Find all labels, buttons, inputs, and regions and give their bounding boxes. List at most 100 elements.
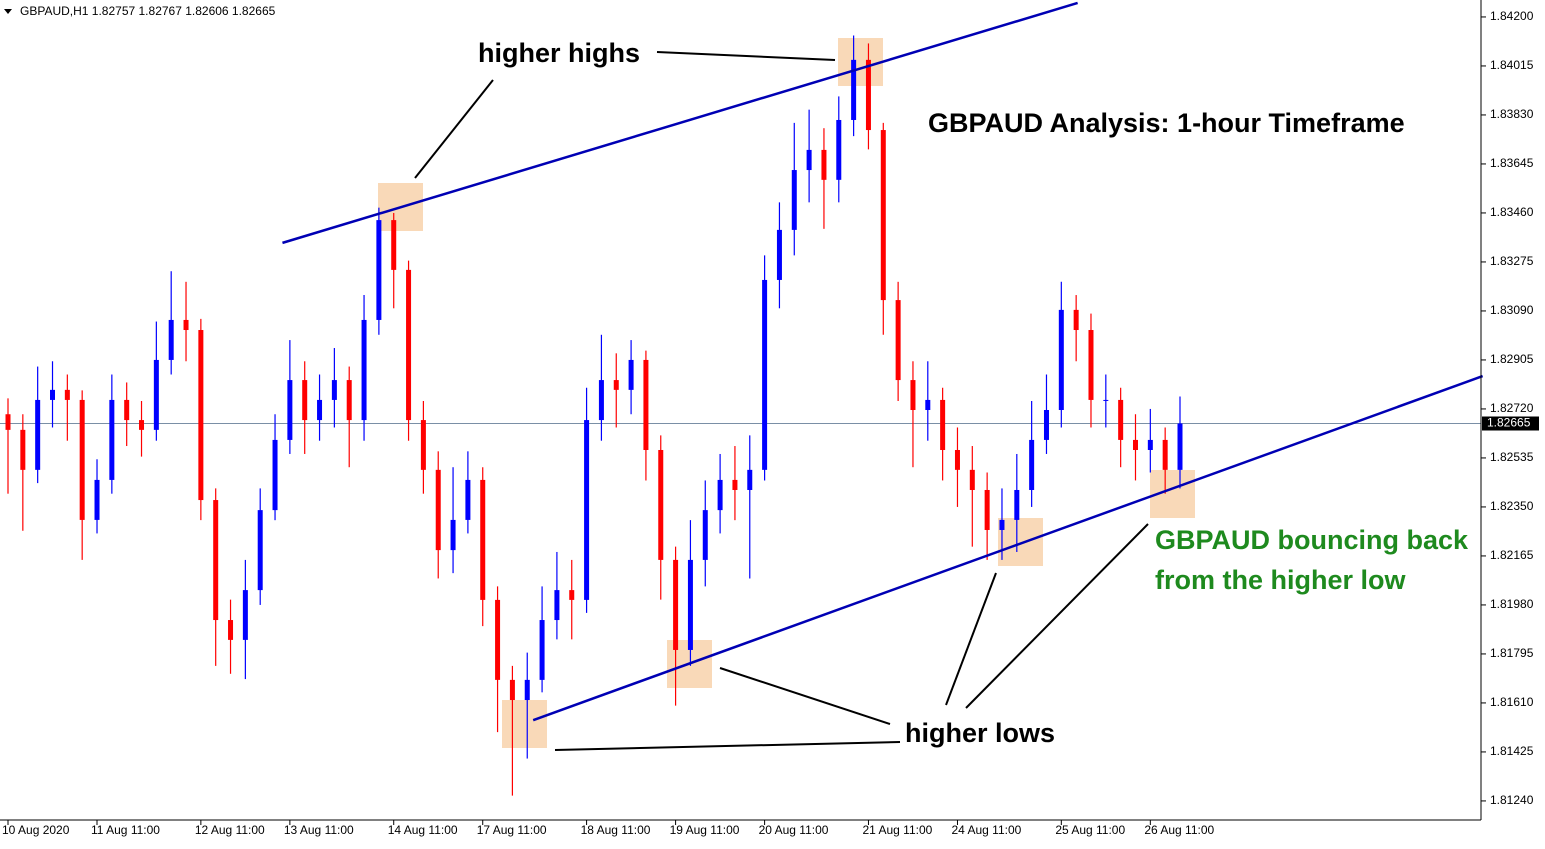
candle-body — [198, 330, 204, 501]
x-tick-label: 17 Aug 11:00 — [477, 823, 547, 837]
candle-body — [1177, 423, 1183, 470]
candle-body — [153, 359, 159, 430]
highlight-box — [502, 700, 547, 748]
candle-body — [762, 279, 768, 470]
x-tick-label: 19 Aug 11:00 — [670, 823, 740, 837]
candle-body — [168, 319, 174, 360]
candle-body — [836, 119, 842, 180]
candle-body — [732, 479, 738, 490]
y-tick-label: 1.82165 — [1490, 548, 1534, 562]
candle-body — [524, 679, 530, 701]
candle-body — [228, 620, 234, 640]
candle-body — [658, 449, 664, 560]
chart-title: GBPAUD Analysis: 1-hour Timeframe — [928, 108, 1405, 138]
y-tick-label: 1.81425 — [1490, 744, 1534, 758]
x-tick-label: 25 Aug 11:00 — [1055, 823, 1125, 837]
candle-body — [64, 389, 70, 400]
candle-body — [109, 399, 115, 480]
y-tick-label: 1.82905 — [1490, 352, 1534, 366]
candle-body — [969, 469, 975, 490]
candle-body — [183, 319, 189, 331]
x-tick-label: 24 Aug 11:00 — [951, 823, 1021, 837]
candle-body — [50, 389, 56, 400]
highlight-box — [838, 38, 883, 86]
candle-body — [628, 359, 634, 390]
candle-body — [331, 380, 337, 400]
candle-body — [702, 510, 708, 560]
candle-body — [1058, 309, 1064, 410]
x-tick-label: 21 Aug 11:00 — [862, 823, 932, 837]
connector — [414, 79, 494, 179]
x-tick-label: 14 Aug 11:00 — [388, 823, 458, 837]
annotation: from the higher low — [1155, 565, 1407, 595]
candle-body — [673, 559, 679, 650]
y-tick-label: 1.84015 — [1490, 58, 1534, 72]
candle-body — [124, 399, 130, 421]
candle-body — [317, 399, 323, 421]
annotation: GBPAUD bouncing back — [1155, 525, 1469, 555]
candle-body — [613, 380, 619, 390]
annotation: higher highs — [478, 38, 640, 68]
candle-body — [391, 220, 397, 270]
candle-body — [984, 489, 990, 530]
candle-body — [1029, 439, 1035, 490]
candle-body — [865, 59, 871, 131]
candle-body — [420, 420, 426, 470]
y-tick-label: 1.82720 — [1490, 401, 1534, 415]
candle-body — [747, 469, 753, 490]
candle-body — [509, 679, 515, 701]
y-tick-label: 1.83830 — [1490, 107, 1534, 121]
trendline — [532, 374, 1484, 722]
candle-body — [1088, 330, 1094, 400]
candle-body — [20, 429, 26, 470]
candle-body — [940, 399, 946, 450]
candle-body — [242, 590, 248, 640]
y-tick-label: 1.83090 — [1490, 303, 1534, 317]
highlight-box — [998, 518, 1043, 566]
candle-body — [925, 399, 931, 410]
candle-body — [1043, 410, 1049, 440]
candle-body — [406, 269, 412, 421]
candle-body — [361, 319, 367, 421]
candle-body — [821, 149, 827, 180]
candle-body — [79, 399, 85, 520]
y-tick-label: 1.83645 — [1490, 156, 1534, 170]
connector — [945, 572, 997, 706]
candle-body — [213, 500, 219, 621]
candle-body — [376, 220, 382, 320]
candle-body — [895, 300, 901, 381]
candle-body — [643, 359, 649, 450]
candle-body — [687, 559, 693, 650]
candle-body — [1014, 489, 1020, 520]
menu-arrow — [4, 9, 12, 14]
x-tick-label: 13 Aug 11:00 — [284, 823, 354, 837]
candle-body — [806, 149, 812, 171]
candle-body — [880, 130, 886, 301]
candle-body — [569, 590, 575, 600]
candle-body — [999, 519, 1005, 530]
x-tick-label: 18 Aug 11:00 — [581, 823, 651, 837]
y-tick-label: 1.81795 — [1490, 646, 1534, 660]
x-tick-label: 20 Aug 11:00 — [759, 823, 829, 837]
candle-body — [257, 510, 263, 591]
y-tick-label: 1.81610 — [1490, 695, 1534, 709]
connector — [554, 741, 901, 751]
candle-body — [910, 380, 916, 410]
candle-body — [954, 449, 960, 470]
candle-body — [5, 414, 11, 430]
candle-body — [450, 519, 456, 551]
x-tick-label: 12 Aug 11:00 — [195, 823, 265, 837]
y-tick-label: 1.82535 — [1490, 450, 1534, 464]
candle-body — [139, 420, 145, 430]
candle-body — [554, 590, 560, 621]
current-price-label: 1.82665 — [1487, 416, 1531, 430]
candle-body — [435, 469, 441, 551]
candle-body — [1147, 439, 1153, 450]
candle-body — [791, 170, 797, 230]
candle-body — [584, 420, 590, 600]
candle-body — [35, 399, 41, 470]
y-tick-label: 1.83460 — [1490, 205, 1534, 219]
candle-body — [1162, 439, 1168, 470]
